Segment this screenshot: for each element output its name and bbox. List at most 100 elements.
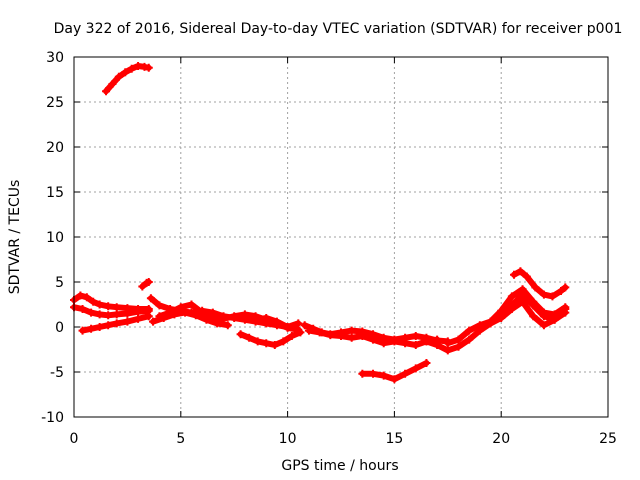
chart-title: Day 322 of 2016, Sidereal Day-to-day VTE… [54,21,623,37]
data-point [95,323,104,331]
data-point [104,311,113,320]
data-point [518,285,527,294]
data-point [550,315,559,324]
y-tick-label: 15 [46,185,64,201]
data-point [89,297,98,306]
data-point [262,314,271,322]
data-point [401,369,410,378]
data-point [138,282,147,291]
data-point [548,292,557,301]
series-arc-short [138,278,153,291]
data-point [208,314,217,322]
data-point [454,335,463,344]
data-point [497,314,506,322]
data-point [112,303,121,312]
data-point [465,326,474,335]
data-point [557,287,566,295]
data-point [198,308,207,317]
data-point [95,310,104,319]
data-point [144,312,153,321]
y-axis-label: SDTVAR / TECUs [7,180,23,295]
data-point [422,337,431,346]
data-point [102,87,111,96]
data-point [104,302,113,311]
data-point [149,317,158,326]
data-point [443,339,452,348]
data-point [112,319,121,328]
data-point [104,321,113,330]
series-arc-mid-d [236,328,305,349]
data-point [433,341,442,349]
data-point [253,337,262,346]
data-point [507,292,516,301]
series-arc-rise-d [510,267,570,301]
series-arc-late-c [358,359,431,384]
data-point [315,328,324,337]
series-arc-mid-e [251,314,303,331]
data-point [296,328,305,337]
data-point [465,335,474,344]
data-point [121,68,130,77]
data-point [114,72,123,81]
data-point [347,326,356,335]
data-point [337,332,345,340]
data-point [411,341,420,349]
data-point [510,270,519,279]
data-point [134,307,143,316]
data-point [155,301,164,310]
data-point [358,369,367,378]
data-point [87,308,96,317]
y-tick-label: -10 [41,410,64,426]
data-point [191,311,200,320]
data-point [561,305,570,313]
data-point [134,314,143,323]
data-point [304,326,313,335]
data-point [529,312,538,321]
data-point [369,369,378,378]
data-point [531,283,540,292]
y-tick-label: 5 [55,275,64,291]
data-point [539,308,548,317]
data-point [283,323,292,331]
data-point [251,315,260,324]
data-point [76,291,85,300]
data-point [300,321,309,330]
data-point [347,333,356,342]
data-point [443,346,452,355]
data-point [287,332,296,340]
data-point [262,339,271,348]
data-point [176,303,185,312]
data-point [166,308,175,317]
data-point [529,297,538,306]
data-point [486,319,495,328]
data-point [78,305,87,313]
data-point [369,335,378,344]
data-point [497,306,506,315]
data-point [411,332,420,340]
data-point [379,371,388,380]
data-point [294,319,303,328]
axis-ticks: 0 5 10 15 20 25 -10 -5 0 5 10 15 20 25 30 [41,50,617,447]
data-point [123,317,132,326]
y-tick-label: 30 [46,50,64,66]
data-point [475,323,484,331]
x-tick-label: 25 [599,431,617,447]
data-point [516,267,525,276]
data-point [279,337,288,346]
data-point [539,321,548,330]
data-point [112,310,121,319]
data-point [236,330,245,339]
data-point [401,339,410,348]
data-point [108,80,117,88]
data-point [422,359,431,367]
data-point [270,341,279,349]
data-point [326,331,335,340]
y-tick-label: 25 [46,95,64,111]
data-point [507,305,516,313]
data-point [358,332,367,340]
data-point [379,339,388,348]
grid-lines [74,57,608,417]
series-arc-early-high [102,62,153,96]
y-tick-label: 10 [46,230,64,246]
